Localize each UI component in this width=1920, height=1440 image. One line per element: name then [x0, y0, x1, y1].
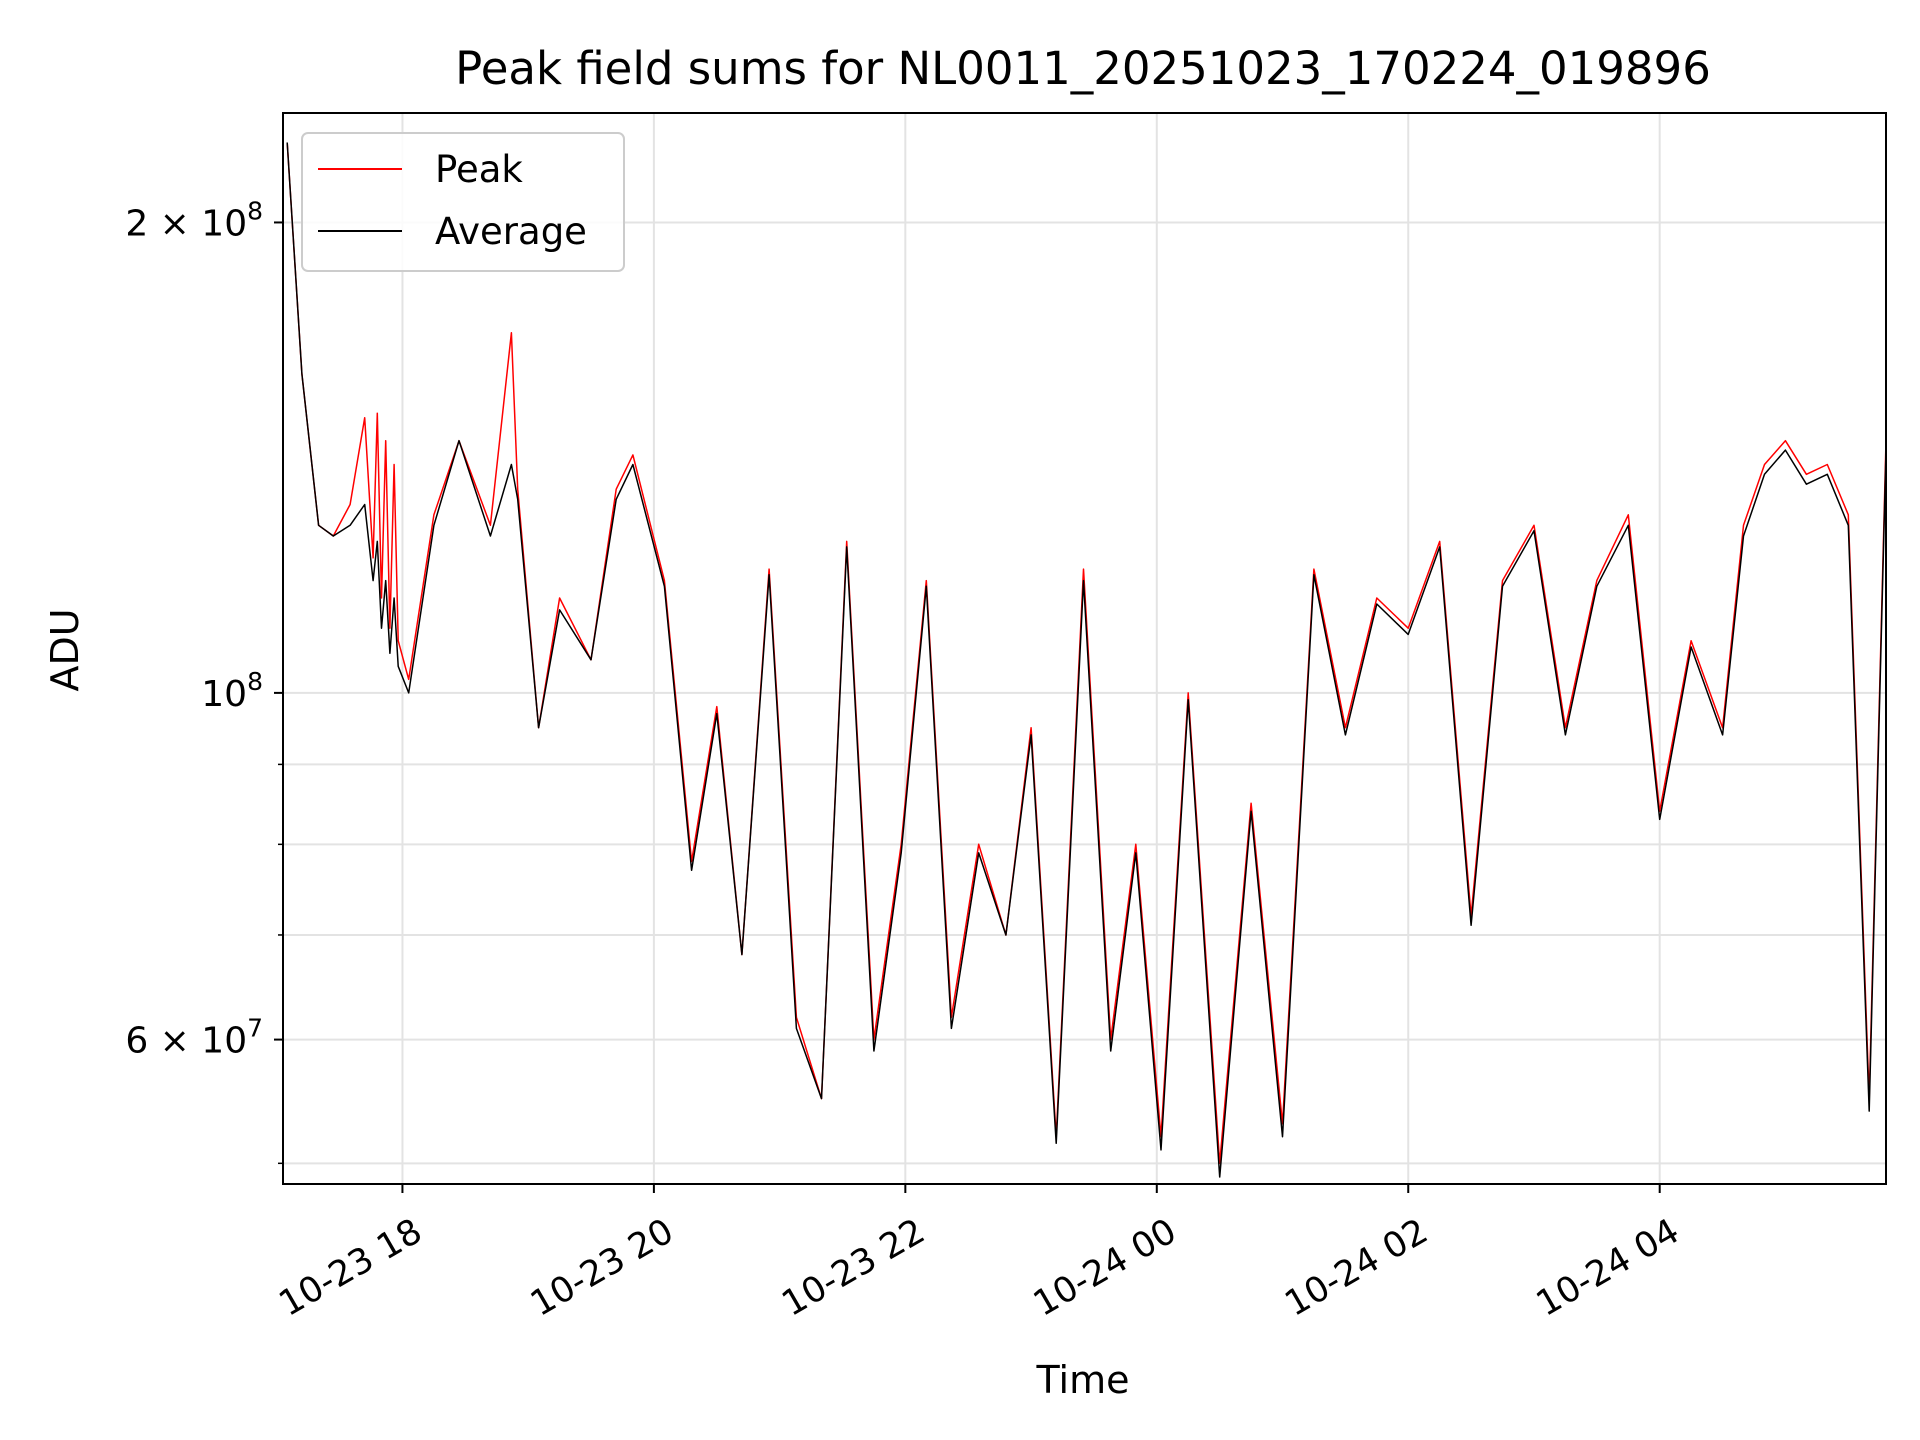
series-line-average: [286, 142, 1886, 1178]
y-tick-label: 2 × 108: [125, 196, 263, 244]
plot-frame: [282, 112, 1887, 1185]
legend-box: [301, 132, 625, 272]
y-axis-label: ADU: [43, 608, 87, 691]
legend-average-label: Average: [435, 210, 587, 253]
x-axis-label: Time: [1036, 1358, 1130, 1402]
series-group: [286, 142, 1886, 1178]
y-tick-label: 6 × 107: [125, 1014, 263, 1062]
chart-title: Peak field sums for NL0011_20251023_1702…: [455, 42, 1711, 95]
legend: Peak Average: [301, 132, 625, 272]
grid: [283, 113, 1886, 1184]
legend-peak-label: Peak: [435, 148, 523, 191]
